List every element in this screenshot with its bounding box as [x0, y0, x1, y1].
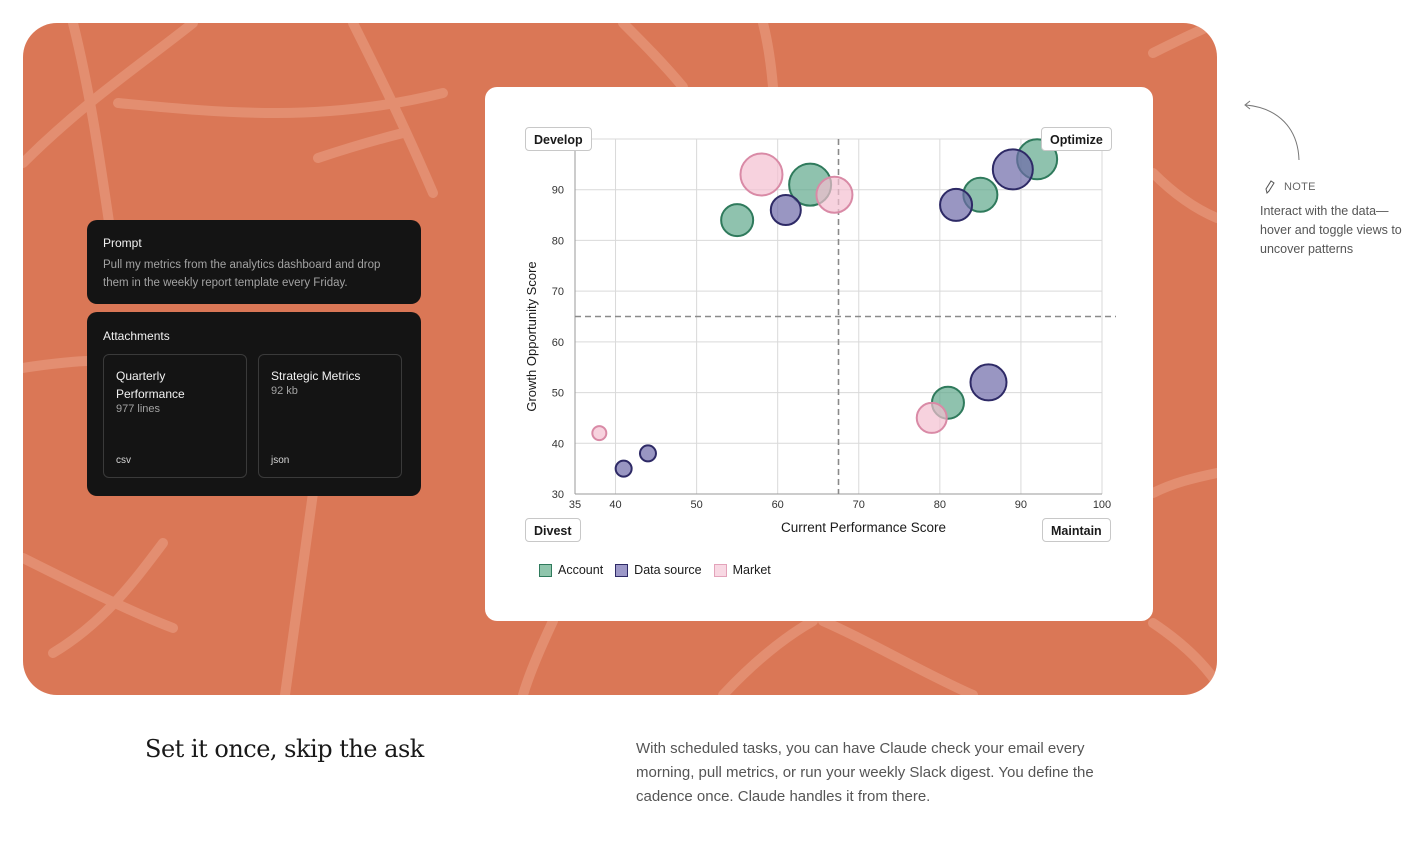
file-meta: 977 lines — [116, 403, 161, 415]
attachment-file-strategic-metrics[interactable]: Strategic Metrics 92 kb json — [258, 354, 402, 478]
x-axis-title: Current Performance Score — [781, 520, 946, 535]
note-arrow-icon — [1244, 100, 1300, 161]
x-tick-label: 50 — [690, 499, 702, 511]
x-tick-label: 80 — [934, 499, 946, 511]
y-tick-label: 30 — [552, 489, 564, 501]
attachments-title: Attachments — [103, 329, 170, 343]
bubble-market[interactable] — [739, 152, 784, 197]
chart-card: 35 40 50 60 70 80 90 100 30 40 50 60 70 80 90 Current P… — [485, 87, 1153, 621]
y-tick-label: 60 — [552, 337, 564, 349]
bubble-account[interactable] — [720, 203, 755, 238]
quadrant-label-divest: Divest — [525, 518, 581, 542]
y-tick-label: 70 — [552, 286, 564, 298]
quadrant-label-develop: Develop — [525, 127, 592, 151]
bubble-market[interactable] — [915, 401, 948, 434]
x-tick-label: 60 — [772, 499, 784, 511]
section-headline: Set it once, skip the ask — [145, 735, 424, 763]
bubble-data-source[interactable] — [939, 187, 974, 222]
hero-panel: Prompt Pull my metrics from the analytic… — [23, 23, 1217, 695]
x-tick-label: 100 — [1093, 499, 1111, 511]
legend-swatch-market — [713, 563, 727, 577]
bubble-data-source[interactable] — [638, 444, 657, 463]
legend-item-account[interactable]: Account — [539, 563, 603, 577]
y-tick-label: 40 — [552, 438, 564, 450]
note-label: NOTE — [1284, 181, 1316, 193]
legend-swatch-data-source — [615, 563, 629, 577]
quadrant-label-maintain: Maintain — [1042, 518, 1111, 542]
quadrant-label-optimize: Optimize — [1041, 127, 1112, 151]
prompt-title: Prompt — [103, 236, 142, 250]
bubble-data-source[interactable] — [991, 148, 1034, 191]
legend-item-market[interactable]: Market — [713, 563, 771, 577]
y-tick-label: 80 — [552, 235, 564, 247]
bubble-data-source[interactable] — [614, 459, 633, 478]
prompt-text: Pull my metrics from the analytics dashb… — [103, 259, 381, 289]
file-type: csv — [116, 455, 131, 466]
file-name: Strategic Metrics — [271, 369, 361, 383]
y-tick-label: 90 — [552, 185, 564, 197]
prompt-card: Prompt Pull my metrics from the analytic… — [87, 220, 421, 304]
y-tick-label: 50 — [552, 388, 564, 400]
chart-legend: Account Data source Market — [539, 563, 771, 577]
legend-label: Market — [732, 563, 771, 577]
bubble-data-source[interactable] — [769, 194, 802, 226]
hero-background-pattern — [23, 23, 1217, 695]
section-description: With scheduled tasks, you can have Claud… — [636, 740, 1094, 805]
x-tick-label: 70 — [853, 499, 865, 511]
bubble-data-source[interactable] — [969, 363, 1008, 402]
legend-label: Account — [558, 563, 604, 577]
note-text: Interact with the data—hover and toggle … — [1260, 204, 1402, 256]
attachment-file-quarterly-performance[interactable]: Quarterly Performance 977 lines csv — [103, 354, 247, 478]
legend-item-data-source[interactable]: Data source — [615, 563, 702, 577]
attachments-card: Attachments Quarterly Performance 977 li… — [87, 312, 421, 496]
file-name: Quarterly Performance — [116, 369, 185, 401]
bubble-chart[interactable]: 35 40 50 60 70 80 90 100 30 40 50 60 70 80 90 Current P… — [485, 87, 1153, 621]
file-type: json — [271, 455, 290, 466]
x-tick-label: 35 — [569, 499, 581, 511]
note-header: NOTE — [1264, 180, 1316, 194]
legend-label: Data source — [634, 563, 702, 577]
bubble-market[interactable] — [815, 175, 854, 214]
y-axis-title: Growth Opportunity Score — [524, 261, 539, 411]
x-tick-label: 90 — [1015, 499, 1027, 511]
x-tick-label: 40 — [609, 499, 621, 511]
file-meta: 92 kb — [271, 385, 298, 397]
legend-swatch-account — [539, 563, 552, 577]
pencil-icon — [1265, 180, 1275, 194]
bubble-market[interactable] — [591, 425, 608, 442]
